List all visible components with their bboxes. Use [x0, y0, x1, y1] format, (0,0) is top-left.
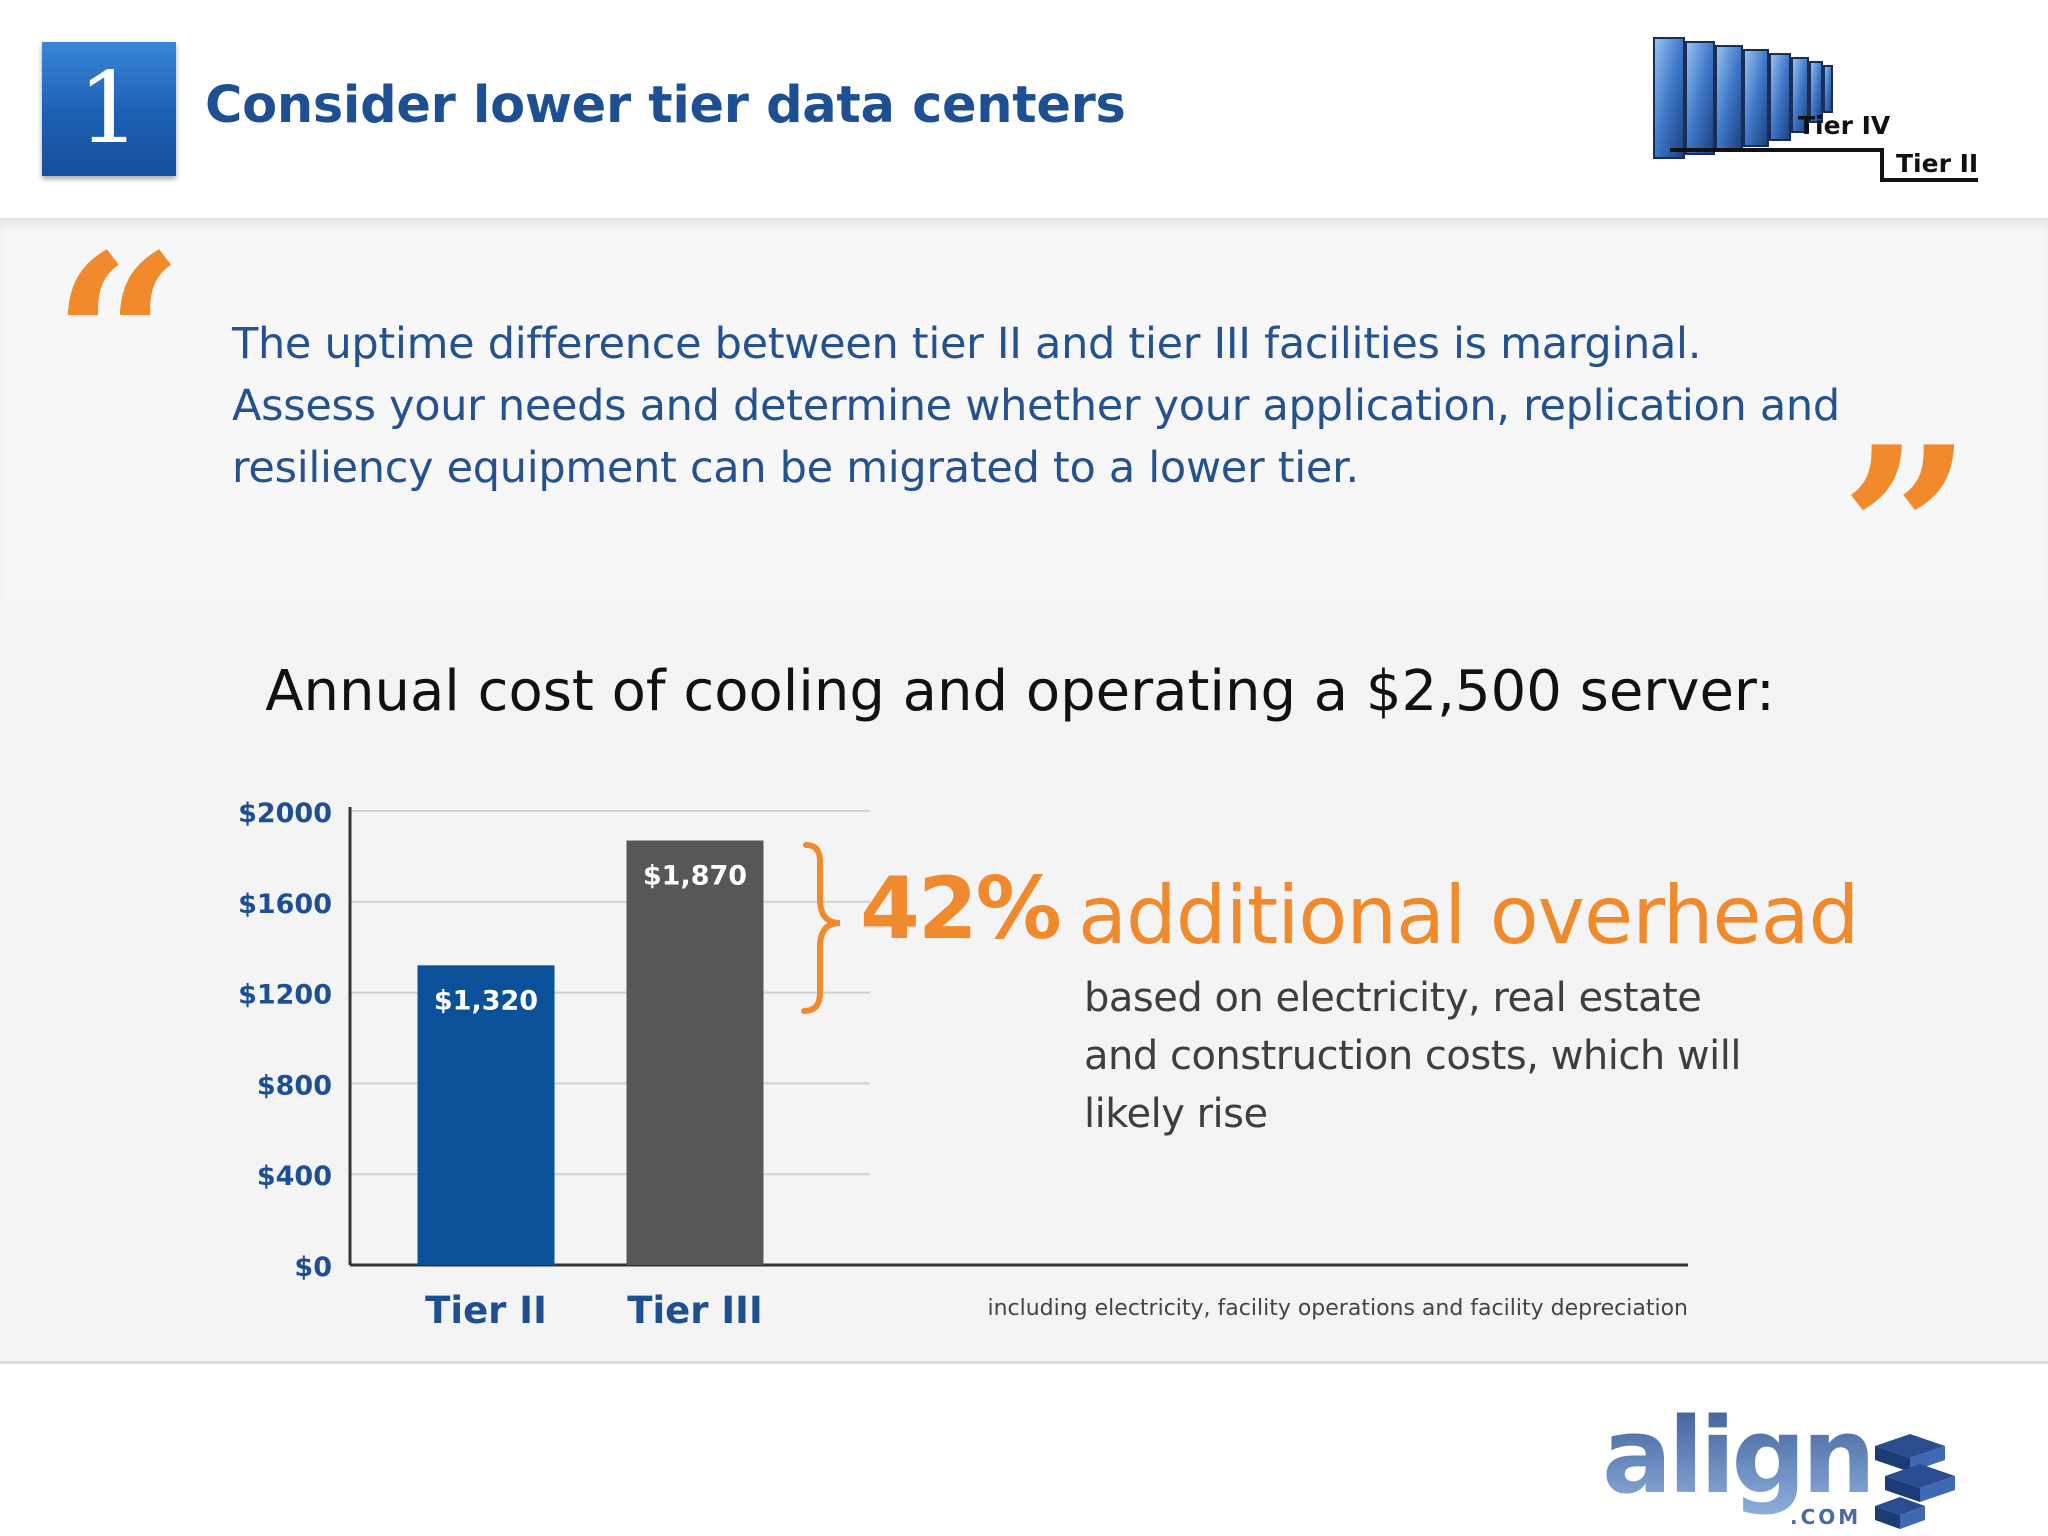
brand-name: align: [1602, 1395, 1872, 1517]
y-tick-label: $2000: [238, 798, 332, 829]
brand-suffix: .COM: [1790, 1505, 1861, 1529]
x-tick-label: Tier II: [425, 1289, 547, 1332]
chart-title: Annual cost of cooling and operating a $…: [265, 659, 1775, 724]
tier-step-line: [1670, 148, 1978, 182]
server-rack-icon: [1653, 37, 1833, 159]
tier-logo: Tier IV Tier II: [1653, 37, 1978, 182]
y-tick-label: $0: [294, 1252, 332, 1283]
step-number-badge: 1: [42, 42, 176, 176]
quote-panel: “ The uptime difference between tier II …: [0, 205, 2048, 647]
header: 1 Consider lower tier data centers Tier …: [0, 0, 2048, 218]
y-tick-label: $400: [257, 1161, 332, 1192]
tier-low-label: Tier II: [1896, 149, 1978, 178]
bar-chart: $0 $400 $800 $1200 $1600 $2000 $1,320 Tier II $1…: [238, 798, 1688, 1332]
y-tick-label: $1600: [238, 889, 332, 920]
quote-text: The uptime difference between tier II an…: [232, 319, 1840, 493]
open-quote-icon: “: [52, 205, 185, 475]
overhead-description: based on electricity, real estate and co…: [1084, 975, 1741, 1137]
overhead-percent: 42%: [860, 859, 1062, 959]
footer: align .COM: [0, 1364, 2048, 1536]
data-label: $1,320: [434, 985, 538, 1016]
stacked-cubes-icon: [1875, 1434, 1955, 1529]
bar: [626, 840, 764, 1265]
data-label: $1,870: [643, 861, 747, 892]
bar: [417, 965, 555, 1265]
chart-panel: Annual cost of cooling and operating a $…: [0, 599, 2048, 1364]
chart-footnote: including electricity, facility operatio…: [987, 1296, 1688, 1321]
page-title: Consider lower tier data centers: [205, 76, 1126, 135]
x-tick-label: Tier III: [627, 1289, 762, 1332]
brace-icon: [801, 842, 841, 1014]
tier-high-label: Tier IV: [1798, 111, 1891, 140]
y-tick-label: $1200: [238, 980, 332, 1011]
align-logo: align .COM: [1602, 1395, 1955, 1529]
y-tick-label: $800: [257, 1070, 332, 1101]
overhead-label: additional overhead: [1078, 869, 1859, 962]
